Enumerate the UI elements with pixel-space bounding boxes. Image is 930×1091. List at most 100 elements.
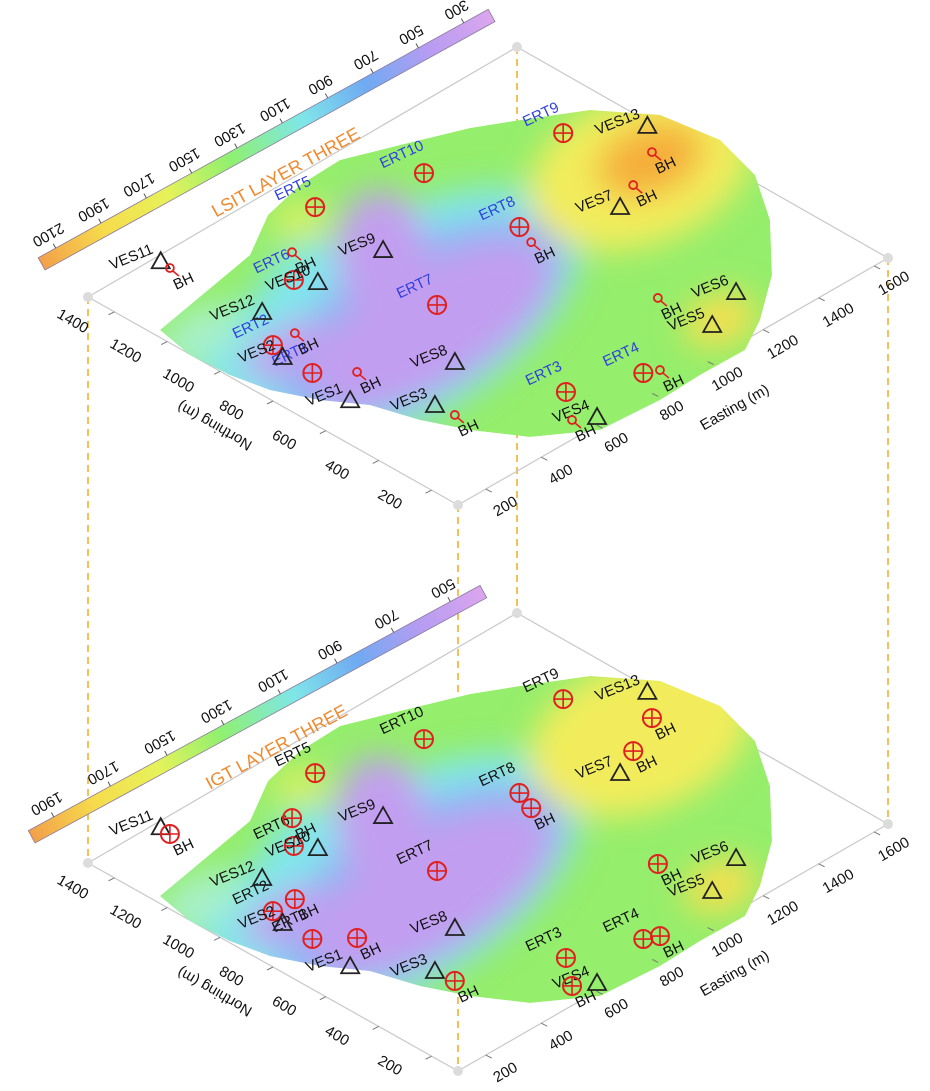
bh-marker <box>563 977 581 995</box>
colorbar-tick <box>144 194 146 198</box>
page: {"sites": [ {"label": "ERT9", "easting":… <box>0 0 930 1091</box>
easting-tick <box>541 457 547 460</box>
colorbar-tick-label: 500 <box>428 575 458 602</box>
ert-marker <box>303 364 321 382</box>
colorbar-tick-label: 300 <box>441 0 471 23</box>
ert-marker <box>557 383 575 401</box>
ert-marker <box>415 164 433 182</box>
ert-marker <box>306 764 324 782</box>
colorbar-tick <box>280 119 282 123</box>
northing-tick <box>161 342 167 345</box>
easting-tick-label: 1200 <box>764 898 801 929</box>
ert-marker <box>306 198 324 216</box>
box-corner <box>83 292 93 302</box>
colorbar-tick-label: 700 <box>371 605 401 632</box>
easting-tick <box>763 896 769 899</box>
northing-axis-title: Northing (m) <box>174 397 255 453</box>
northing-axis-title: Northing (m) <box>174 963 255 1019</box>
easting-tick-label: 1400 <box>820 866 857 897</box>
northing-tick <box>214 937 220 940</box>
easting-axis-title: Easting (m) <box>697 381 772 434</box>
bh-marker <box>651 927 669 945</box>
easting-tick-label: 1000 <box>709 363 746 394</box>
easting-tick-label: 1000 <box>709 929 746 960</box>
northing-tick <box>426 490 432 493</box>
bh-marker <box>649 855 667 873</box>
colorbar-tick <box>51 812 53 816</box>
easting-tick <box>541 1023 547 1026</box>
easting-tick <box>486 1055 492 1058</box>
colorbar-tick <box>165 751 167 755</box>
northing-tick <box>320 997 326 1000</box>
northing-tick <box>373 1026 379 1029</box>
ert-marker <box>634 364 652 382</box>
ert-marker <box>554 124 572 142</box>
bh-marker <box>348 929 366 947</box>
easting-tick-label: 1400 <box>820 300 857 331</box>
colorbar-tick <box>448 597 450 601</box>
easting-tick <box>819 864 825 867</box>
bh-marker <box>624 742 642 760</box>
surface-zone <box>270 766 330 806</box>
northing-tick-label: 200 <box>375 486 405 513</box>
northing-tick-label: 600 <box>269 993 299 1020</box>
northing-tick-label: 200 <box>375 1052 405 1079</box>
bh-marker <box>161 825 179 843</box>
colorbar-tick <box>416 44 418 48</box>
site-label: VES11 <box>107 241 156 274</box>
easting-tick-label: 1200 <box>764 332 801 363</box>
northing-tick-label: 400 <box>322 456 352 483</box>
colorbar-tick <box>278 689 280 693</box>
northing-tick <box>161 908 167 911</box>
colorbar-tick <box>371 69 373 73</box>
northing-tick-label: 400 <box>322 1022 352 1049</box>
easting-tick <box>763 330 769 333</box>
bh-marker <box>643 709 661 727</box>
northing-tick-label: 1400 <box>54 872 91 903</box>
ert-marker <box>557 949 575 967</box>
easting-tick-label: 1600 <box>875 268 912 299</box>
northing-tick <box>108 878 114 881</box>
colorbar-tick <box>335 659 337 663</box>
easting-tick <box>819 298 825 301</box>
ert-marker <box>510 784 528 802</box>
bh-marker <box>286 890 304 908</box>
northing-tick <box>214 371 220 374</box>
colorbar-tick-label: 900 <box>315 636 345 663</box>
colorbar-tick-label: 900 <box>305 71 335 98</box>
colorbar-tick <box>189 169 191 173</box>
easting-tick-label: 400 <box>546 461 576 488</box>
colorbar-tick-label: 700 <box>351 46 381 73</box>
site-label: BH <box>171 835 197 859</box>
colorbar-tick-label: 500 <box>396 21 426 48</box>
box-corner <box>883 819 893 829</box>
box-corner <box>453 1066 463 1076</box>
colorbar-tick <box>461 18 463 22</box>
colorbar-tick <box>99 219 101 223</box>
easting-tick-label: 800 <box>657 397 687 424</box>
northing-tick-label: 1000 <box>160 931 197 962</box>
northing-tick <box>108 312 114 315</box>
northing-tick <box>320 431 326 434</box>
box-corner <box>453 500 463 510</box>
box-corner <box>883 253 893 263</box>
colorbar-tick <box>391 628 393 632</box>
easting-tick-label: 400 <box>546 1027 576 1054</box>
colorbar-tick <box>235 144 237 148</box>
northing-tick <box>373 460 379 463</box>
bh-marker <box>522 799 540 817</box>
northing-tick-label: 1200 <box>107 901 144 932</box>
northing-tick-label: 600 <box>269 427 299 454</box>
box-corner <box>83 858 93 868</box>
northing-tick-label: 1200 <box>107 335 144 366</box>
colorbar-tick <box>325 94 327 98</box>
ert-marker <box>554 690 572 708</box>
ert-marker <box>510 218 528 236</box>
northing-tick-label: 1000 <box>160 365 197 396</box>
easting-tick <box>874 832 880 835</box>
bh-marker <box>283 809 301 827</box>
easting-tick <box>486 489 492 492</box>
northing-tick-label: 1400 <box>54 306 91 337</box>
box-corner <box>512 608 522 618</box>
ert-marker <box>428 862 446 880</box>
